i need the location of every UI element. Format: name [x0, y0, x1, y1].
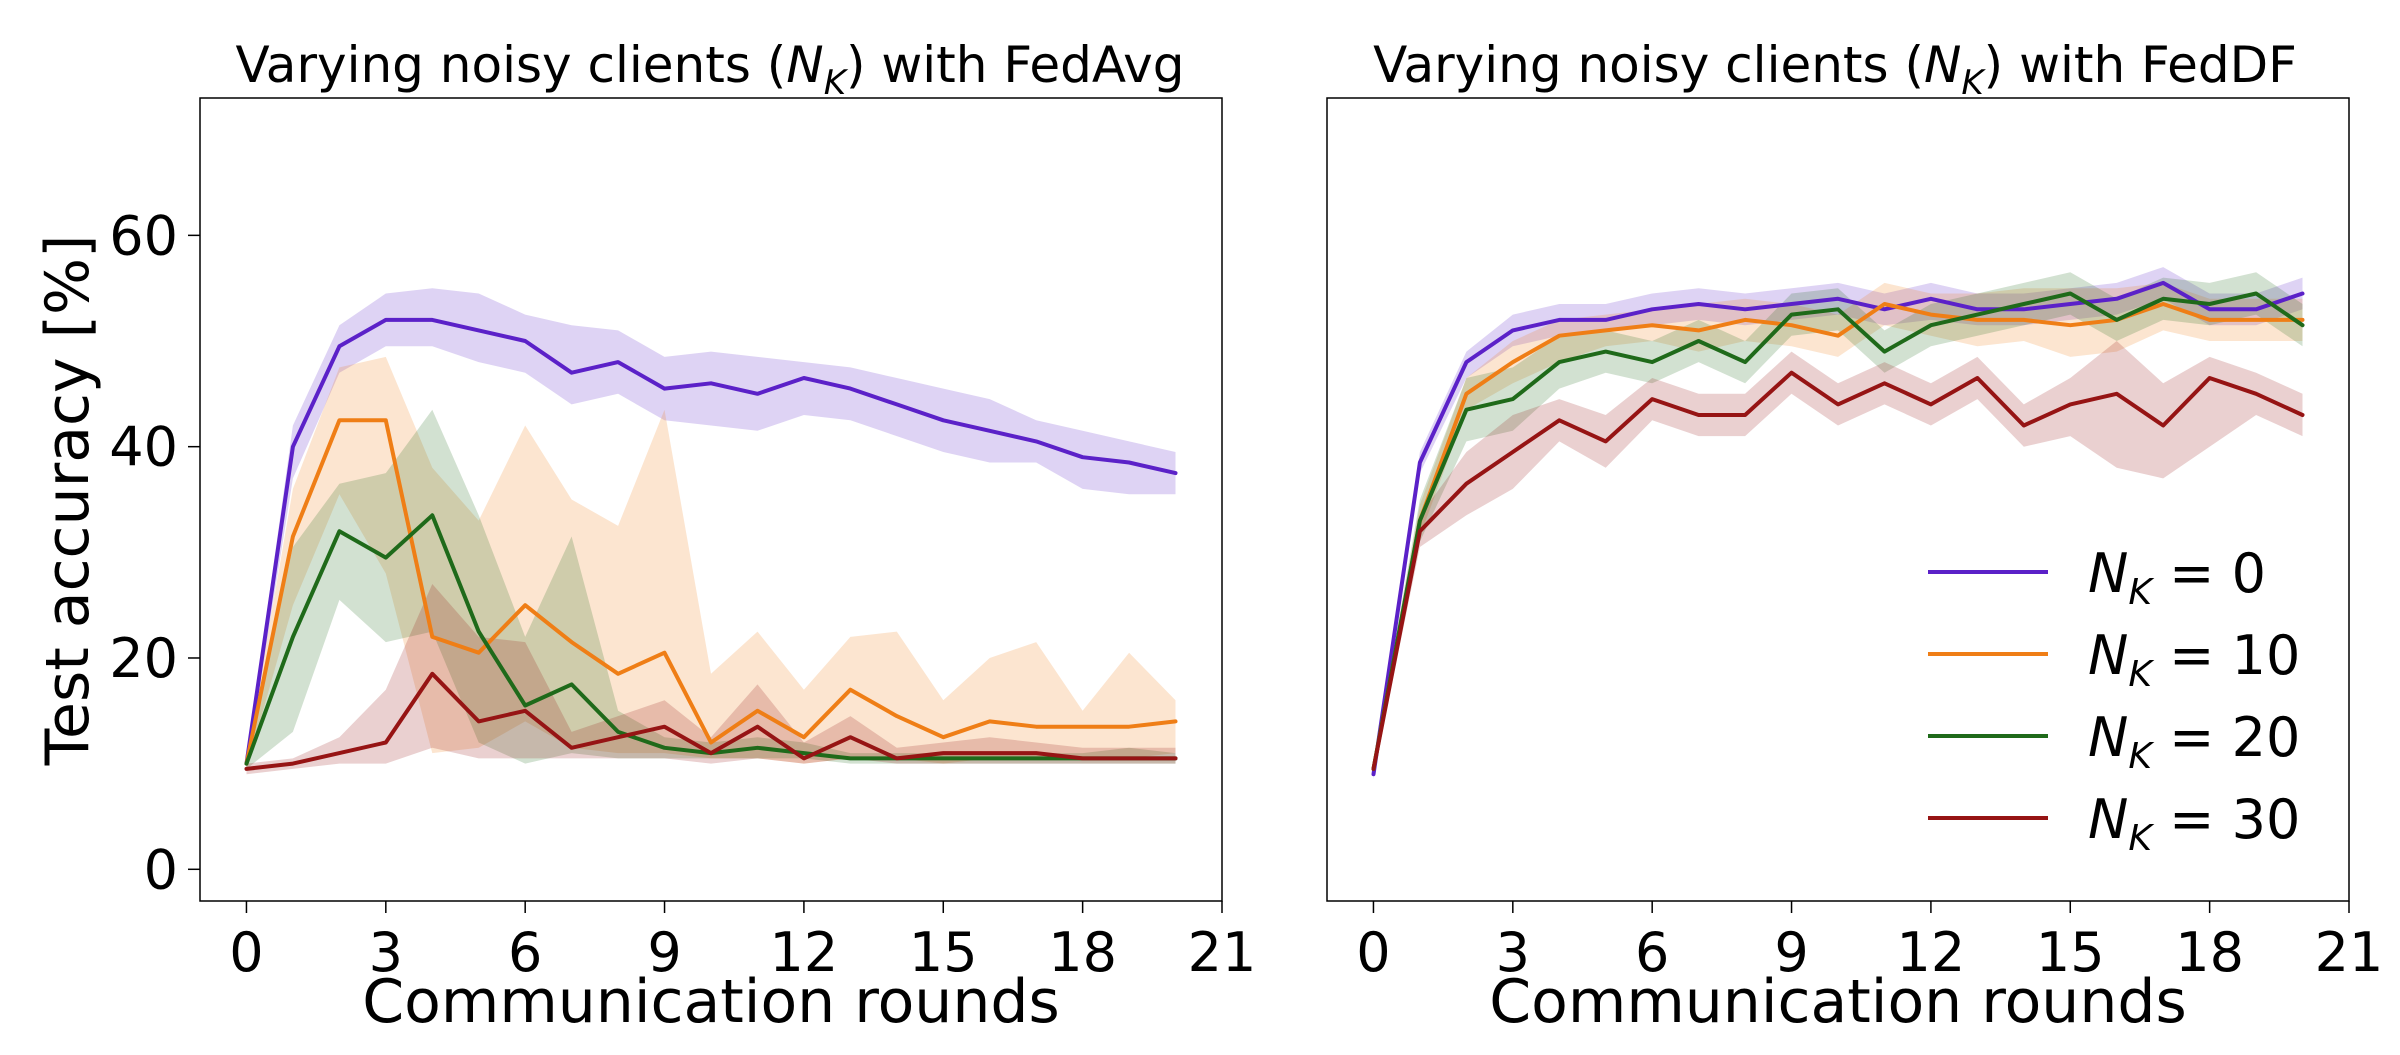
line-nk0-feddf — [1371, 280, 2305, 777]
x-tick-label: 6 — [1635, 921, 1669, 984]
band-nk10-fedavg — [246, 356, 1176, 769]
line-nk20-feddf — [1371, 291, 2305, 771]
legend-label-nk30: NK = 30 — [2088, 788, 2300, 859]
line-nk10-fedavg — [244, 418, 1178, 766]
x-tick-label: 18 — [1048, 921, 1117, 984]
x-tick-label: 12 — [1897, 921, 1966, 984]
y-tick-label: 0 — [144, 838, 178, 901]
x-ticks-fedavg: 0 3 6 9 12 15 18 21 — [229, 901, 1256, 984]
chart-fedavg: Varying noisy clients (NK) with FedAvg 0… — [33, 36, 1256, 1037]
y-tick-label: 20 — [109, 627, 178, 690]
band-nk30-feddf — [1373, 341, 2303, 775]
legend-item-nk30: NK = 30 — [1928, 788, 2300, 859]
x-tick-label: 3 — [1496, 921, 1530, 984]
band-nk0-fedavg — [246, 288, 1176, 769]
line-nk10-feddf — [1371, 302, 2305, 771]
chart-feddf: Varying noisy clients (NK) with FedDF 0 3… — [1326, 36, 2383, 1037]
x-tick-label: 18 — [2175, 921, 2244, 984]
x-tick-label: 15 — [909, 921, 978, 984]
x-tick-label: 3 — [369, 921, 403, 984]
line-nk30-feddf — [1371, 370, 2305, 771]
y-axis-label: Test accuracy [%] — [33, 235, 103, 767]
legend: NK = 0 NK = 10 NK = 20 NK = 30 — [1928, 542, 2300, 859]
band-nk10-feddf — [1373, 282, 2303, 775]
y-tick-label: 40 — [109, 416, 178, 479]
x-tick-label: 12 — [770, 921, 839, 984]
confidence-bands-fedavg — [246, 288, 1176, 775]
chart-title-feddf: Varying noisy clients (NK) with FedDF — [1373, 36, 2297, 103]
legend-item-nk10: NK = 10 — [1928, 624, 2300, 695]
x-tick-label: 21 — [1188, 921, 1257, 984]
legend-item-nk0: NK = 0 — [1928, 542, 2266, 613]
x-axis-label-feddf: Communication rounds — [1489, 967, 2186, 1037]
x-tick-label: 21 — [2315, 921, 2384, 984]
series-lines-fedavg — [244, 317, 1178, 771]
band-nk20-feddf — [1373, 272, 2303, 775]
chart-title-fedavg: Varying noisy clients (NK) with FedAvg — [235, 36, 1184, 103]
x-tick-label: 0 — [229, 921, 263, 984]
band-nk20-fedavg — [246, 409, 1176, 769]
legend-label-nk20: NK = 20 — [2088, 706, 2300, 777]
x-tick-label: 9 — [647, 921, 681, 984]
legend-label-nk0: NK = 0 — [2088, 542, 2266, 613]
y-tick-label: 60 — [109, 204, 178, 267]
x-tick-label: 15 — [2036, 921, 2105, 984]
legend-item-nk20: NK = 20 — [1928, 706, 2300, 777]
plot-frame-feddf — [1326, 97, 2350, 902]
legend-label-nk10: NK = 10 — [2088, 624, 2300, 695]
x-tick-label: 6 — [508, 921, 542, 984]
x-tick-label: 0 — [1356, 921, 1390, 984]
band-nk30-fedavg — [246, 584, 1176, 775]
x-axis-label-fedavg: Communication rounds — [362, 967, 1059, 1037]
line-nk30-fedavg — [244, 671, 1178, 771]
confidence-bands-feddf — [1373, 267, 2303, 780]
x-tick-label: 9 — [1774, 921, 1808, 984]
y-ticks-fedavg: 0 20 40 60 — [109, 204, 200, 901]
x-ticks-feddf: 0 3 6 9 12 15 18 21 — [1356, 901, 2383, 984]
line-nk0-fedavg — [244, 317, 1178, 766]
series-lines-feddf — [1371, 280, 2305, 777]
plot-frame-fedavg — [199, 97, 1223, 902]
